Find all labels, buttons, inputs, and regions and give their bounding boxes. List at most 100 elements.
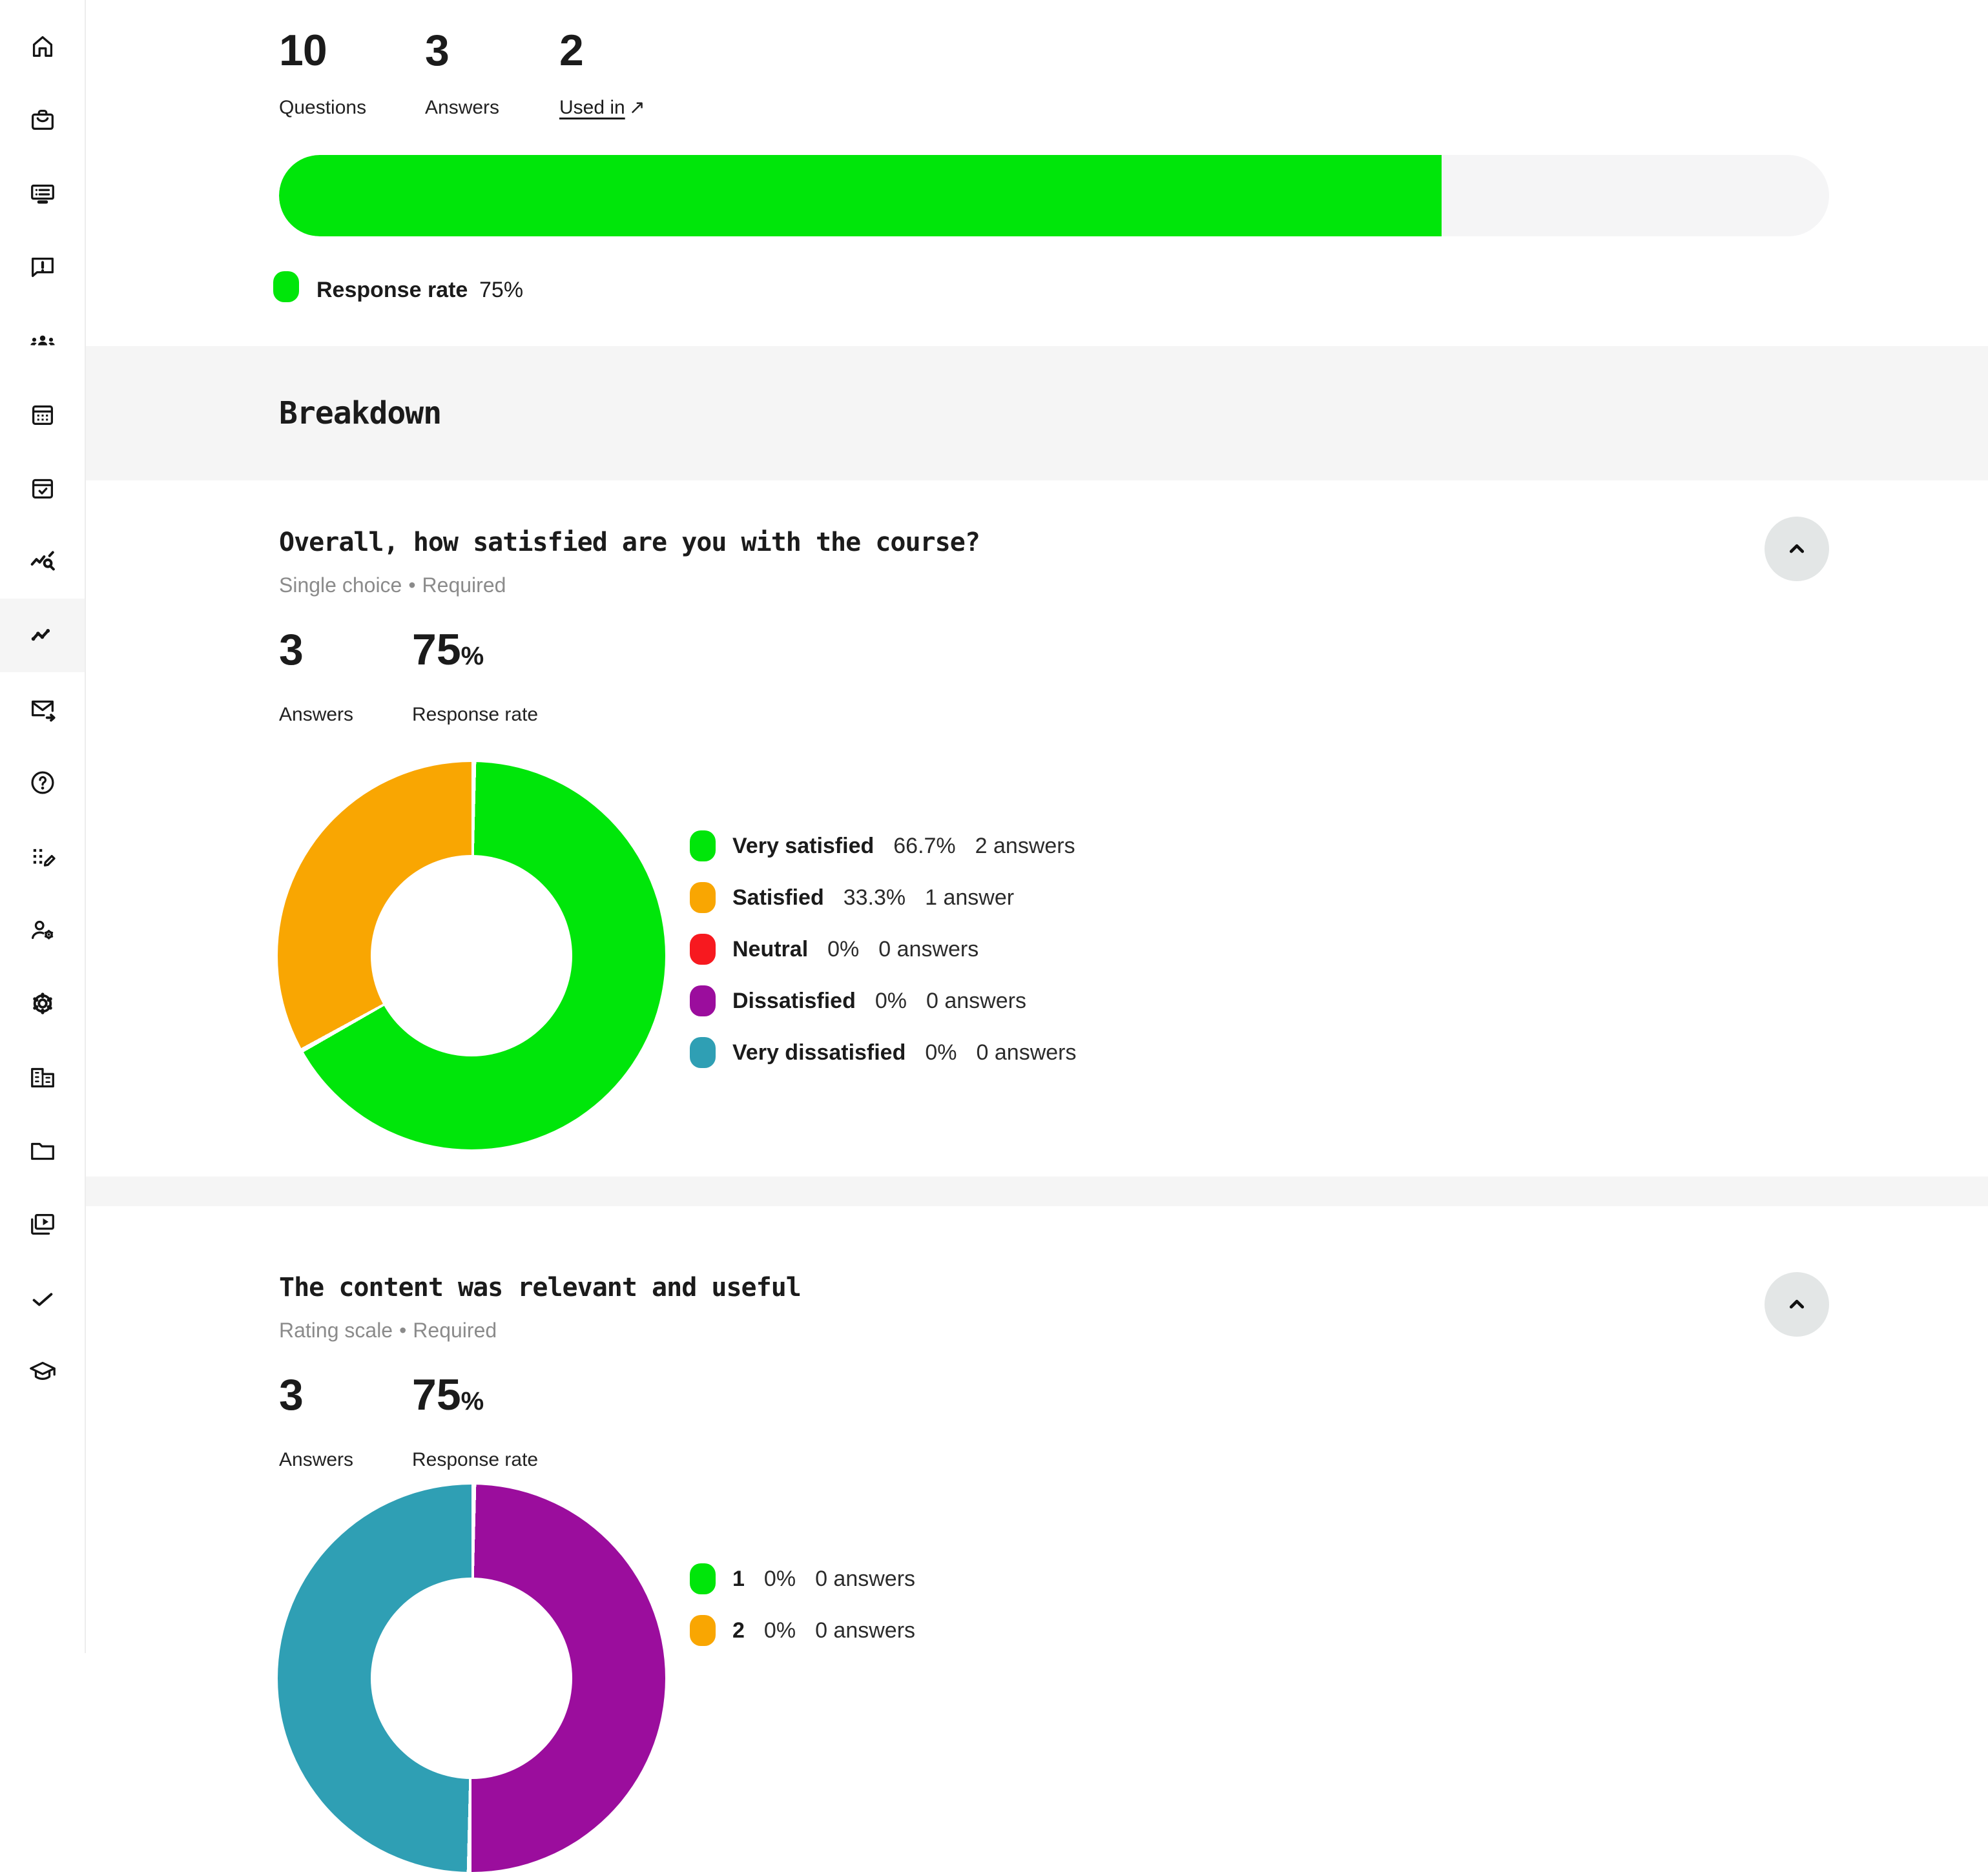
sidebar-item-register[interactable] bbox=[0, 819, 85, 893]
sidebar-item-analytics[interactable] bbox=[0, 599, 85, 672]
home-icon bbox=[32, 36, 52, 57]
question-1-response-rate: 75% bbox=[412, 625, 484, 674]
question-2-title: The content was relevant and useful bbox=[279, 1273, 802, 1302]
question-1-meta: Single choice • Required bbox=[279, 573, 506, 597]
question-1-rate-label: Response rate bbox=[412, 704, 539, 725]
questions-label: Questions bbox=[279, 97, 367, 118]
meta-separator: • bbox=[408, 573, 416, 597]
feedback-icon bbox=[31, 257, 54, 278]
sidebar-item-help[interactable] bbox=[0, 746, 85, 819]
answers-label: Answers bbox=[425, 97, 500, 118]
query-stats-icon bbox=[30, 551, 55, 571]
legend-percent: 33.3% bbox=[843, 885, 906, 910]
question-1-title: Overall, how satisfied are you with the … bbox=[279, 528, 980, 557]
question-1-required: Required bbox=[422, 573, 506, 597]
sidebar-item-work[interactable] bbox=[0, 83, 85, 157]
external-link-arrow-icon: ↗ bbox=[628, 97, 645, 118]
response-rate-legend-chip bbox=[273, 271, 299, 302]
legend-percent: 66.7% bbox=[893, 833, 956, 858]
groups-icon bbox=[30, 335, 55, 345]
legend-color-chip bbox=[690, 1037, 716, 1068]
sidebar-item-video-library[interactable] bbox=[0, 1188, 85, 1261]
question-2-answers-count: 3 bbox=[279, 1370, 304, 1419]
question-2-legend: 1 0% 0 answers 2 0% 0 answers bbox=[690, 1553, 915, 1656]
legend-answers: 0 answers bbox=[815, 1618, 916, 1643]
used-in-link[interactable]: Used in ↗ bbox=[559, 98, 645, 118]
legend-color-chip bbox=[690, 1615, 716, 1646]
trending-line-icon bbox=[31, 629, 50, 641]
question-2-type: Rating scale bbox=[279, 1319, 393, 1342]
legend-percent: 0% bbox=[763, 1618, 796, 1643]
breakdown-section-header: Breakdown bbox=[85, 346, 1988, 480]
posts-board-icon bbox=[30, 184, 54, 204]
sidebar-item-settings[interactable] bbox=[0, 967, 85, 1040]
used-in-link-text[interactable]: Used in bbox=[559, 97, 625, 118]
sidebar-item-organization[interactable] bbox=[0, 1040, 85, 1114]
building-icon bbox=[30, 1067, 54, 1088]
legend-row: 1 0% 0 answers bbox=[690, 1553, 915, 1605]
legend-percent: 0% bbox=[827, 936, 860, 962]
legend-label: Very dissatisfied bbox=[732, 1040, 906, 1065]
card-divider-band bbox=[85, 1177, 1988, 1206]
legend-color-chip bbox=[690, 985, 716, 1016]
legend-row: Very dissatisfied 0% 0 answers bbox=[690, 1027, 1076, 1078]
question-1-collapse-button[interactable] bbox=[1765, 517, 1829, 581]
legend-color-chip bbox=[690, 1563, 716, 1594]
legend-answers: 2 answers bbox=[975, 833, 1075, 858]
legend-answers: 1 answer bbox=[925, 885, 1015, 910]
legend-label: 1 bbox=[732, 1566, 745, 1591]
question-2-meta: Rating scale • Required bbox=[279, 1319, 497, 1342]
response-rate-progressbar bbox=[279, 155, 1829, 236]
legend-label: Neutral bbox=[732, 936, 809, 962]
question-2-response-rate: 75% bbox=[412, 1370, 484, 1419]
sidebar-item-learning[interactable] bbox=[0, 1335, 85, 1408]
sidebar-item-calendar[interactable] bbox=[0, 378, 85, 451]
video-library-icon bbox=[30, 1213, 54, 1235]
legend-answers: 0 answers bbox=[976, 1040, 1077, 1065]
folder-icon bbox=[30, 1142, 54, 1160]
legend-row: Very satisfied 66.7% 2 answers bbox=[690, 820, 1076, 872]
briefcase-icon bbox=[31, 109, 54, 130]
sidebar-item-posts[interactable] bbox=[0, 157, 85, 231]
sidebar-item-done[interactable] bbox=[0, 1261, 85, 1335]
response-rate-progress-fill bbox=[279, 155, 1442, 236]
chevron-up-icon bbox=[1789, 544, 1805, 553]
response-rate-legend-value: 75% bbox=[479, 278, 524, 302]
checkmark-icon bbox=[32, 1293, 52, 1306]
sidebar-item-files[interactable] bbox=[0, 1114, 85, 1188]
legend-row: Satisfied 33.3% 1 answer bbox=[690, 872, 1076, 923]
meta-separator: • bbox=[399, 1319, 407, 1342]
settings-gear-icon bbox=[32, 993, 52, 1014]
sidebar-item-manage-account[interactable] bbox=[0, 893, 85, 967]
legend-label: 2 bbox=[732, 1618, 745, 1643]
legend-percent: 0% bbox=[763, 1566, 796, 1591]
sidebar-item-events[interactable] bbox=[0, 451, 85, 525]
question-2-rate-label: Response rate bbox=[412, 1449, 539, 1470]
legend-row: Neutral 0% 0 answers bbox=[690, 923, 1076, 975]
legend-label: Dissatisfied bbox=[732, 988, 856, 1013]
question-2-answers-label: Answers bbox=[279, 1449, 354, 1470]
sidebar-item-home[interactable] bbox=[0, 10, 85, 83]
manage-account-icon bbox=[31, 920, 53, 940]
question-1-donut-chart bbox=[278, 762, 665, 1149]
sidebar-item-forward-mail[interactable] bbox=[0, 672, 85, 746]
legend-answers: 0 answers bbox=[926, 988, 1026, 1013]
forward-mail-icon bbox=[31, 700, 56, 722]
event-check-icon bbox=[32, 478, 53, 499]
legend-percent: 0% bbox=[875, 988, 907, 1013]
legend-color-chip bbox=[690, 934, 716, 965]
breakdown-title: Breakdown bbox=[279, 395, 442, 431]
question-2-collapse-button[interactable] bbox=[1765, 1272, 1829, 1337]
legend-row: Dissatisfied 0% 0 answers bbox=[690, 975, 1076, 1027]
apps-edit-icon bbox=[33, 849, 56, 867]
answers-count: 3 bbox=[425, 26, 450, 75]
question-1-answers-count: 3 bbox=[279, 625, 304, 674]
used-in-count: 2 bbox=[559, 26, 584, 75]
legend-answers: 0 answers bbox=[815, 1566, 916, 1591]
legend-label: Very satisfied bbox=[732, 833, 875, 858]
graduation-cap-icon bbox=[29, 1361, 56, 1380]
question-1-legend: Very satisfied 66.7% 2 answers Satisfied 33.… bbox=[690, 820, 1076, 1078]
sidebar-item-feedback[interactable] bbox=[0, 231, 85, 304]
sidebar-item-groups[interactable] bbox=[0, 304, 85, 378]
sidebar-item-query-stats[interactable] bbox=[0, 525, 85, 599]
